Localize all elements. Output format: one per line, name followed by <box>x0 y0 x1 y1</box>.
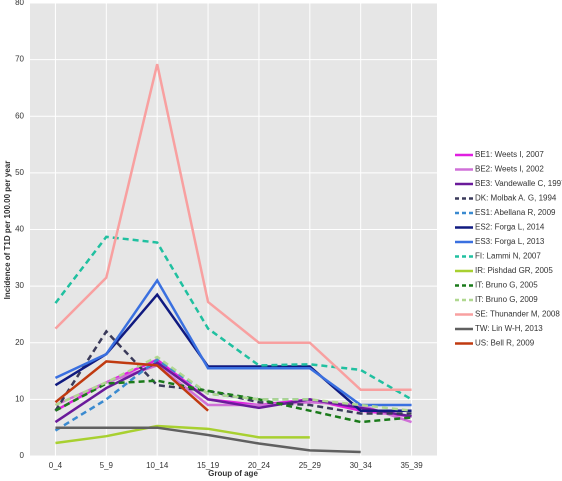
x-tick-label: 10_14 <box>146 461 169 470</box>
legend-label: BE3: Vandewalle C, 1997 <box>475 179 562 188</box>
series-line <box>54 360 209 412</box>
legend-label: BE1: Weets I, 2007 <box>475 150 544 159</box>
legend-label: DK: Molbak A. G, 1994 <box>475 194 557 203</box>
legend-label: FI: Lammi N, 2007 <box>475 252 541 261</box>
y-tick-label: 70 <box>15 55 24 64</box>
legend-label: ES1: Abellana R, 2009 <box>475 208 556 217</box>
y-tick-label: 10 <box>15 394 24 403</box>
y-tick-label: 60 <box>15 111 24 120</box>
legend-label: IR: Pishdad GR, 2005 <box>475 266 553 275</box>
series-line <box>54 361 412 424</box>
x-axis-label: Group of age <box>208 469 258 478</box>
series-line <box>54 355 412 412</box>
legend-label: SE: Thunander M, 2008 <box>475 310 560 319</box>
series-line <box>54 63 412 391</box>
legend-label: TW: Lin W-H, 2013 <box>475 324 543 333</box>
series-line <box>55 424 310 445</box>
legend-label: BE2: Weets I, 2002 <box>475 165 544 174</box>
series-line <box>54 278 412 407</box>
x-tick-label: 15_19 <box>197 461 220 470</box>
legend-label: ES2: Forga L, 2014 <box>475 223 545 232</box>
legend-label: IT: Bruno G, 2009 <box>475 295 538 304</box>
legend-label: ES3: Forga L, 2013 <box>475 237 545 246</box>
y-tick-label: 50 <box>15 168 24 177</box>
x-tick-label: 30_34 <box>350 461 373 470</box>
y-axis-label: Incidence of T1D per 100.00 per year <box>3 161 12 300</box>
x-tick-label: 0_4 <box>49 461 63 470</box>
legend-label: IT: Bruno G, 2005 <box>475 281 538 290</box>
x-tick-label: 20_24 <box>248 461 271 470</box>
y-tick-label: 30 <box>15 281 24 290</box>
y-tick-label: 40 <box>15 225 24 234</box>
x-tick-label: 35_39 <box>400 461 423 470</box>
x-tick-label: 25_29 <box>299 461 322 470</box>
y-tick-label: 80 <box>15 0 24 7</box>
x-tick-label: 5_9 <box>100 461 114 470</box>
y-tick-label: 0 <box>20 451 25 460</box>
y-tick-label: 20 <box>15 338 24 347</box>
legend-label: US: Bell R, 2009 <box>475 339 535 348</box>
series-line <box>55 426 361 454</box>
